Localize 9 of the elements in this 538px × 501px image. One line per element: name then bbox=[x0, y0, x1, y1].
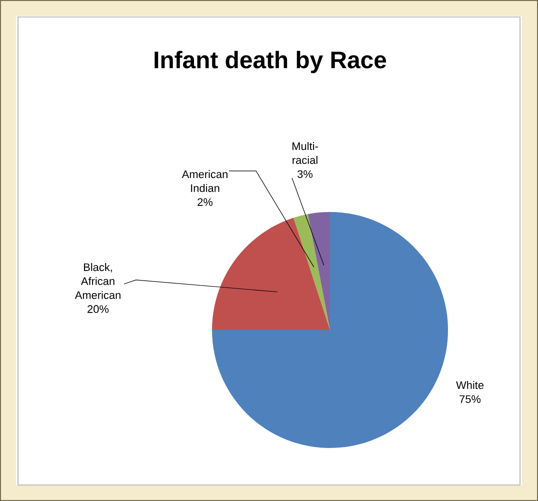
slice-label: Black, African American bbox=[74, 263, 120, 299]
data-label: 20% bbox=[88, 305, 109, 313]
slice-label: White bbox=[456, 380, 484, 390]
chart-title: Infant death by Race bbox=[154, 50, 386, 74]
data-label: 75% bbox=[460, 395, 481, 403]
slice-label: Multi-racial bbox=[292, 142, 318, 164]
slice-label: American Indian bbox=[182, 170, 228, 192]
data-label: 2% bbox=[198, 198, 213, 206]
data-label: 3% bbox=[298, 170, 313, 178]
